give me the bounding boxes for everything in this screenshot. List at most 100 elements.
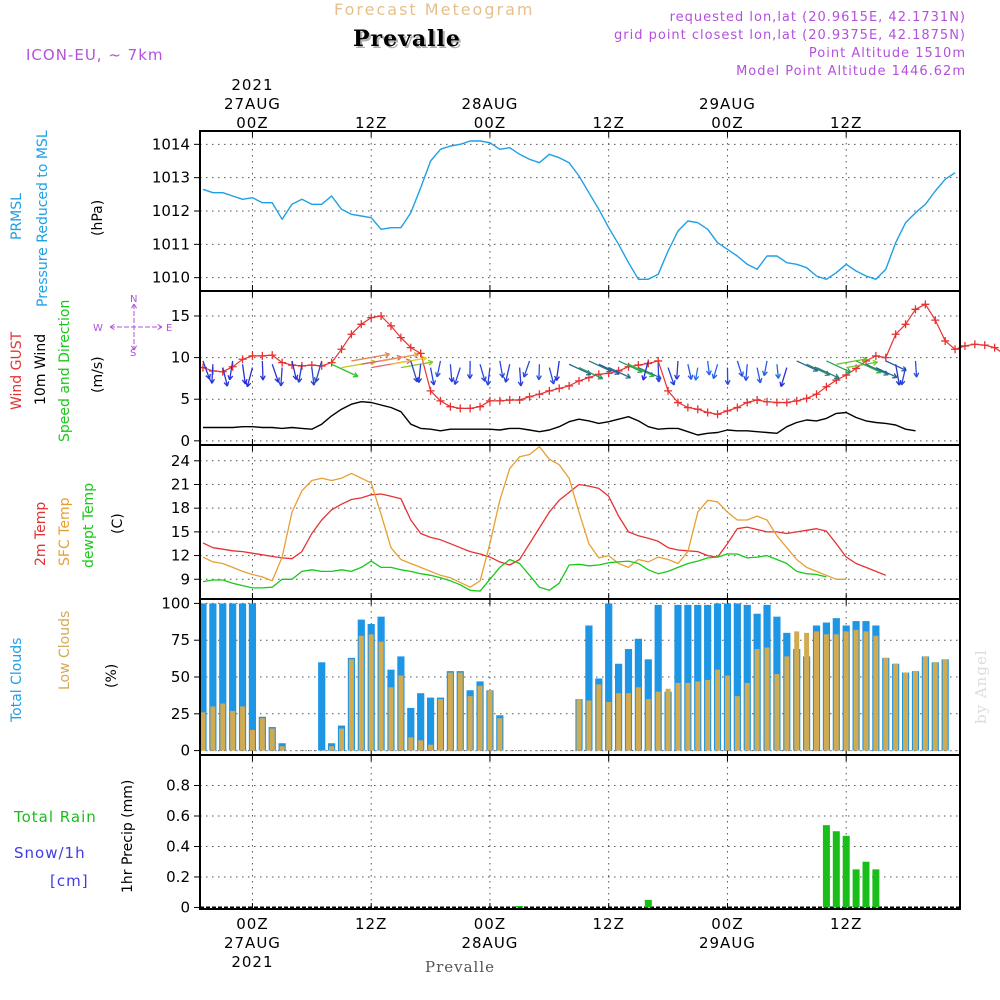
total-cloud-bar xyxy=(605,603,613,751)
gust-point xyxy=(733,403,742,412)
wind-direction-arrow xyxy=(736,360,744,377)
y-tick-label: 1013 xyxy=(152,169,190,187)
gust-point xyxy=(545,386,554,395)
wind-direction-arrow xyxy=(503,364,511,383)
low-cloud-bar xyxy=(764,647,770,751)
gust-series-line xyxy=(202,303,1000,415)
gust-point xyxy=(495,396,504,405)
time-axis-top-label: 12Z xyxy=(355,114,387,132)
wind-direction-arrow xyxy=(400,359,434,369)
gust-point xyxy=(555,384,564,393)
gust-point xyxy=(683,403,692,412)
wind-direction-arrow xyxy=(554,360,560,382)
low-cloud-bar xyxy=(774,674,780,751)
time-axis-bottom-label: 28AUG xyxy=(461,934,518,952)
rain-bar xyxy=(644,899,652,908)
wind-direction-arrow xyxy=(588,360,612,373)
y-tick-label: 50 xyxy=(171,668,190,686)
wind-direction-arrow xyxy=(259,360,266,381)
low-cloud-bar xyxy=(685,682,691,751)
gust-point xyxy=(812,390,821,399)
wind10-series-line xyxy=(203,401,916,436)
wind-direction-arrow xyxy=(227,360,234,381)
wind-direction-arrow xyxy=(711,364,719,380)
time-axis-bottom-label: 12Z xyxy=(830,915,862,933)
time-axis-bottom-label: 12Z xyxy=(355,915,387,933)
wind-direction-arrow xyxy=(826,360,852,374)
pressure-series-line xyxy=(202,140,956,280)
low-cloud-bar xyxy=(339,728,345,751)
gust-point xyxy=(367,313,376,322)
low-cloud-bar xyxy=(804,632,810,751)
low-cloud-bar xyxy=(912,671,918,751)
low-cloud-bar xyxy=(794,631,800,751)
y-tick-label: 1010 xyxy=(152,269,190,287)
low-cloud-bar xyxy=(616,693,622,751)
rain-bar xyxy=(516,905,524,908)
low-cloud-bar xyxy=(784,656,790,751)
time-axis-top-label: 00Z xyxy=(711,114,743,132)
low-cloud-bar xyxy=(418,740,424,751)
wind-direction-arrow xyxy=(429,367,437,386)
gust-point xyxy=(753,396,762,405)
y-tick-label: 12 xyxy=(171,547,190,565)
wind-direction-arrow xyxy=(608,366,632,379)
gust-point xyxy=(347,330,356,339)
low-cloud-bar xyxy=(606,702,612,751)
y-tick-label: 15 xyxy=(171,307,190,325)
low-cloud-bar xyxy=(843,631,849,751)
gust-point xyxy=(466,404,475,413)
gust-point xyxy=(337,345,346,354)
time-axis-top-label: 29AUG xyxy=(699,95,756,113)
gust-point xyxy=(525,392,534,401)
gust-point xyxy=(505,396,514,405)
y-tick-label: 1011 xyxy=(152,235,190,253)
low-cloud-bar xyxy=(715,669,721,751)
wind-direction-arrow xyxy=(775,364,781,379)
gust-point xyxy=(782,398,791,407)
time-axis-bottom-label: 00Z xyxy=(711,915,743,933)
panel-border xyxy=(199,754,961,910)
total-cloud-bar xyxy=(694,604,702,751)
low-cloud-bar xyxy=(814,631,820,751)
y-tick-label: 100 xyxy=(161,594,190,612)
gust-point xyxy=(406,343,415,352)
wind-direction-arrow xyxy=(756,367,763,384)
gust-point xyxy=(951,345,960,354)
wind-direction-arrow xyxy=(899,367,907,386)
wind-direction-arrow xyxy=(779,367,788,388)
wind-direction-arrow xyxy=(548,367,556,385)
low-cloud-bar xyxy=(398,675,404,751)
rain-bar xyxy=(852,869,860,908)
gust-point xyxy=(446,402,455,411)
gust-point xyxy=(891,330,900,339)
gust-point xyxy=(763,397,772,406)
point-altitude: Point Altitude 1510m xyxy=(808,46,966,61)
gust-point xyxy=(772,398,781,407)
compass-n-label: N xyxy=(130,294,137,305)
y-tick-label: 0 xyxy=(180,432,190,450)
gust-point xyxy=(703,408,712,417)
y-tick-label: 9 xyxy=(180,570,190,588)
low-cloud-bar xyxy=(734,696,740,751)
wind-direction-arrow xyxy=(435,360,442,378)
low-cloud-bar xyxy=(625,693,631,751)
y-tick-label: 21 xyxy=(171,475,190,493)
total-cloud-bar xyxy=(199,603,207,751)
wind-direction-arrow xyxy=(846,359,878,369)
gust-point xyxy=(802,394,811,403)
y-tick-label: 24 xyxy=(171,452,190,470)
gust-point xyxy=(654,356,663,365)
total-cloud-bar xyxy=(248,603,257,751)
time-axis-top-label: 12Z xyxy=(830,114,862,132)
rain-bar xyxy=(872,869,880,908)
gust-point xyxy=(970,340,979,349)
low-cloud-bar xyxy=(279,746,285,751)
wind-direction-arrow xyxy=(568,363,592,376)
y-tick-label: 0.4 xyxy=(166,837,190,855)
wind-direction-arrow xyxy=(796,360,819,372)
low-cloud-bar xyxy=(240,706,246,751)
wind-direction-arrow xyxy=(674,360,680,380)
wind-direction-arrow xyxy=(517,367,524,387)
